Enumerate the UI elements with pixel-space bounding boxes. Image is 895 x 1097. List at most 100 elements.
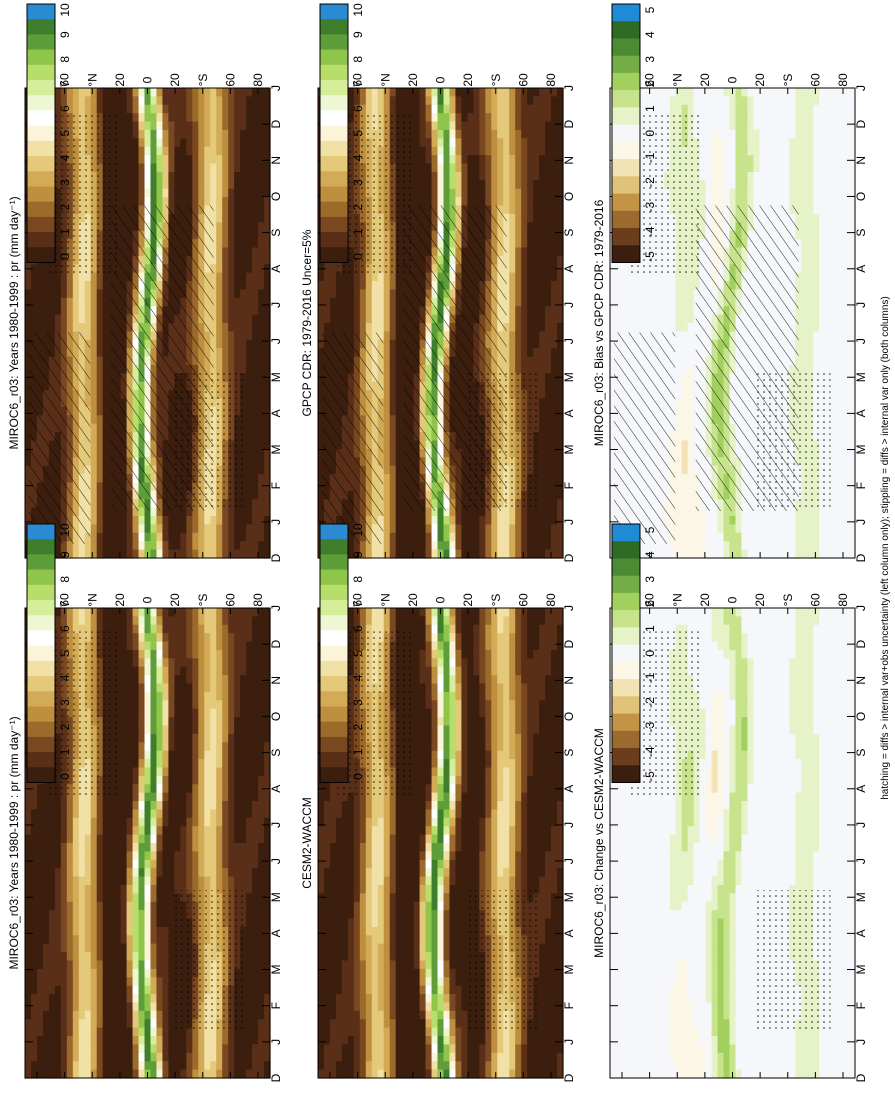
heatmap-cell: [25, 415, 32, 425]
heatmap-cell: [246, 205, 253, 215]
heatmap-cell: [144, 624, 152, 634]
heatmap-cell: [252, 499, 259, 509]
heatmap-cell: [84, 1027, 92, 1037]
heatmap-cell: [120, 935, 128, 945]
heatmap-cell: [240, 188, 247, 198]
heatmap-cell: [108, 935, 116, 945]
heatmap-cell: [156, 1036, 164, 1046]
heatmap-cell: [198, 834, 205, 844]
heatmap-cell: [126, 180, 134, 190]
heatmap-cell: [114, 817, 122, 827]
colorbar-tick-label: 0: [58, 253, 72, 260]
heatmap-cell: [54, 549, 62, 559]
heatmap-cell: [216, 868, 223, 878]
heatmap-cell: [90, 952, 98, 962]
heatmap-cell: [108, 918, 116, 928]
heatmap-cell: [126, 188, 134, 198]
heatmap-cell: [48, 876, 56, 886]
heatmap-cell: [108, 549, 116, 559]
heatmap-cell: [42, 1061, 50, 1071]
heatmap-cell: [222, 767, 229, 777]
colorbar-swatch: [27, 34, 55, 51]
heatmap-cell: [36, 952, 44, 962]
heatmap-cell: [162, 180, 170, 190]
heatmap-cell: [120, 180, 128, 190]
heatmap-cell: [186, 146, 193, 156]
heatmap-cell: [264, 918, 271, 928]
heatmap-cell: [48, 1010, 56, 1020]
heatmap-cell: [210, 188, 217, 198]
heatmap-cell: [144, 1010, 152, 1020]
heatmap-cell: [66, 943, 74, 953]
heatmap-cell: [96, 373, 104, 383]
y-tick-label: 60: [58, 593, 72, 607]
heatmap-cell: [186, 658, 193, 668]
heatmap-cell: [198, 608, 205, 617]
heatmap-cell: [132, 113, 140, 123]
x-tick-label: A: [269, 785, 283, 793]
heatmap-cell: [114, 851, 122, 861]
heatmap-cell: [264, 649, 271, 659]
heatmap-cell: [168, 675, 175, 685]
heatmap-cell: [228, 1069, 235, 1079]
heatmap-cell: [264, 490, 271, 500]
heatmap-cell: [264, 96, 271, 106]
heatmap-cell: [222, 851, 229, 861]
heatmap-cell: [174, 1052, 181, 1062]
colorbar-swatch: [27, 140, 55, 157]
heatmap-cell: [168, 851, 175, 861]
heatmap-cell: [84, 1061, 92, 1071]
heatmap-cell: [359, 96, 367, 106]
heatmap-cell: [383, 88, 391, 97]
heatmap-cell: [138, 943, 146, 953]
heatmap-cell: [156, 1019, 164, 1029]
heatmap-cell: [258, 222, 265, 232]
heatmap-cell: [108, 826, 116, 836]
heatmap-cell: [156, 876, 164, 886]
heatmap-cell: [210, 96, 217, 106]
heatmap-cell: [198, 171, 205, 181]
heatmap-cell: [246, 717, 253, 727]
heatmap-cell: [156, 138, 164, 148]
heatmap-cell: [222, 834, 229, 844]
heatmap-cell: [228, 516, 235, 526]
heatmap-cell: [419, 88, 427, 97]
heatmap-cell: [258, 524, 265, 534]
heatmap-cell: [36, 264, 44, 274]
heatmap-cell: [264, 524, 271, 534]
heatmap-cell: [120, 1002, 128, 1012]
heatmap-cell: [264, 440, 271, 450]
heatmap-cell: [132, 943, 140, 953]
heatmap-cell: [210, 633, 217, 643]
heatmap-cell: [54, 843, 62, 852]
heatmap-cell: [162, 1002, 170, 1012]
heatmap-cell: [102, 490, 110, 500]
heatmap-cell: [264, 851, 271, 861]
heatmap-cell: [78, 968, 86, 978]
heatmap-cell: [156, 733, 164, 743]
heatmap-cell: [168, 113, 175, 123]
heatmap-cell: [66, 541, 74, 551]
heatmap-cell: [156, 834, 164, 844]
heatmap-cell: [240, 348, 247, 358]
heatmap-cell: [66, 960, 74, 970]
heatmap-cell: [192, 708, 199, 718]
heatmap-cell: [258, 507, 265, 517]
heatmap-cell: [180, 608, 187, 617]
heatmap-cell: [204, 1036, 211, 1046]
heatmap-cell: [42, 910, 50, 920]
x-tick-label: D: [269, 1073, 283, 1082]
heatmap-cell: [186, 549, 193, 559]
heatmap-cell: [90, 985, 98, 995]
heatmap-cell: [168, 649, 175, 659]
heatmap-cell: [126, 960, 134, 970]
heatmap-cell: [36, 868, 44, 878]
heatmap-cell: [216, 255, 223, 265]
heatmap-cell: [264, 910, 271, 920]
heatmap-cell: [25, 935, 32, 945]
heatmap-cell: [72, 994, 80, 1004]
heatmap-cell: [252, 323, 259, 332]
heatmap-cell: [42, 289, 50, 299]
heatmap-cell: [258, 826, 265, 836]
heatmap-cell: [234, 339, 241, 349]
